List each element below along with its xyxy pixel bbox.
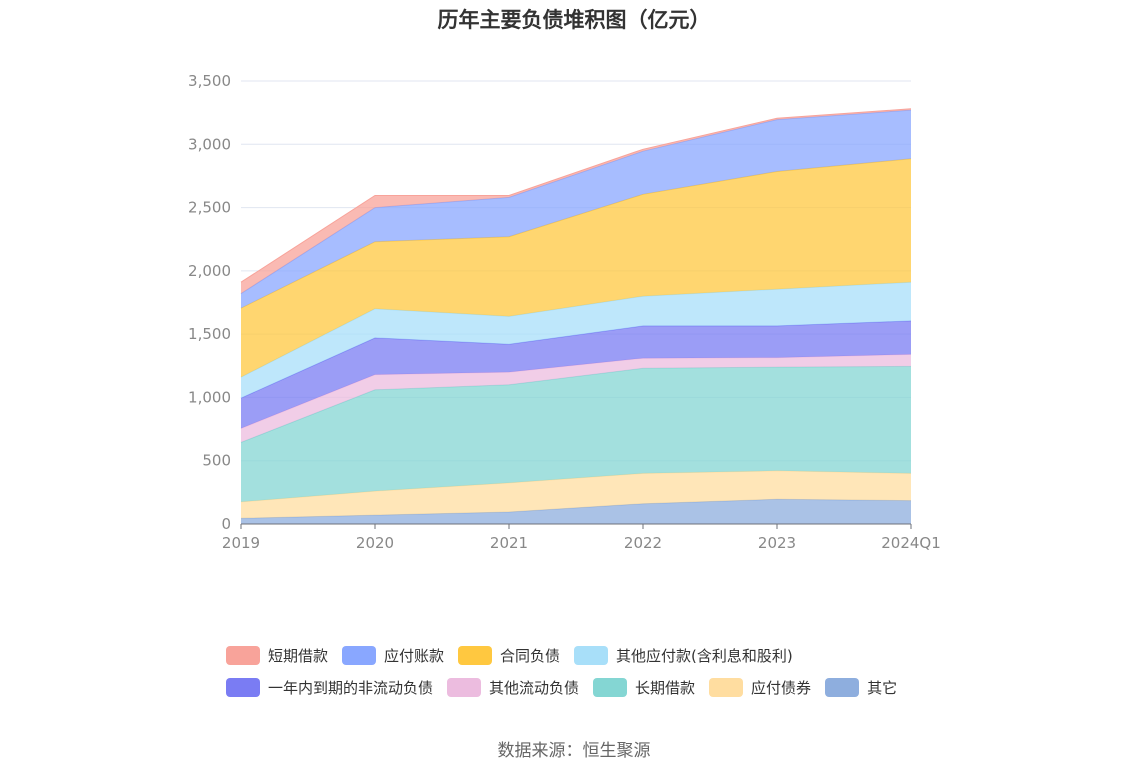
- legend-label: 合同负债: [500, 646, 561, 665]
- legend-item[interactable]: 长期借款: [593, 677, 695, 698]
- area-series-应付债券[interactable]: [241, 470, 911, 519]
- y-tick-label: 1,500: [188, 325, 231, 343]
- legend-item[interactable]: 应付债券: [709, 677, 811, 698]
- area-series-合同负债[interactable]: [241, 158, 911, 378]
- legend-swatch: [825, 677, 860, 697]
- x-tick-label: 2024Q1: [881, 534, 941, 552]
- legend-item[interactable]: 其他应付款(含利息和股利): [574, 645, 793, 666]
- area-series: [240, 108, 912, 524]
- x-tick-label: 2019: [222, 534, 260, 552]
- legend-swatch: [226, 645, 260, 665]
- legend-swatch: [709, 677, 744, 697]
- legend-swatch: [342, 645, 377, 665]
- y-tick-label: 1,000: [188, 388, 231, 406]
- legend-label: 长期借款: [635, 678, 696, 697]
- legend-row: 短期借款 应付账款 合同负债 其他应付款(含利息和股利): [226, 639, 986, 671]
- legend-label: 其他流动负债: [489, 678, 580, 697]
- y-tick-label: 0: [221, 515, 231, 533]
- data-source: 数据来源：恒生聚源: [497, 741, 651, 761]
- legend-label: 应付账款: [384, 646, 445, 665]
- legend-label: 应付债券: [751, 678, 812, 697]
- area-series-长期借款[interactable]: [241, 366, 911, 502]
- chart-title: 历年主要负债堆积图（亿元）: [437, 8, 711, 32]
- legend-item[interactable]: 短期借款: [226, 645, 328, 666]
- legend: 短期借款 应付账款 合同负债 其他应付款(含利息和股利) 一年内到期的非流动负债 其他流…: [226, 639, 986, 703]
- legend-label: 其他应付款(含利息和股利): [616, 646, 793, 665]
- legend-swatch: [593, 677, 628, 697]
- legend-swatch: [226, 677, 260, 697]
- legend-swatch: [447, 677, 482, 697]
- legend-item[interactable]: 其他流动负债: [447, 677, 579, 698]
- area-series-短期借款[interactable]: [241, 108, 911, 294]
- area-series-其他流动负债[interactable]: [241, 354, 911, 443]
- legend-swatch: [574, 645, 609, 665]
- y-tick-label: 2,000: [188, 262, 231, 280]
- area-series-一年内到期的非流动负债[interactable]: [241, 320, 911, 429]
- area-series-其它[interactable]: [241, 499, 911, 524]
- stacked-area-chart: 0 500 1,000 1,500 2,000 2,500 3,000 3,500 2019 20…: [188, 72, 941, 552]
- y-tick-label: 500: [202, 452, 231, 470]
- x-tick-label: 2021: [490, 534, 528, 552]
- legend-label: 一年内到期的非流动负债: [268, 678, 434, 697]
- x-tick-label: 2020: [356, 534, 394, 552]
- legend-row: 一年内到期的非流动负债 其他流动负债 长期借款 应付债券 其它: [226, 671, 986, 703]
- legend-item[interactable]: 合同负债: [458, 645, 560, 666]
- area-series-应付账款[interactable]: [241, 110, 911, 309]
- legend-item[interactable]: 一年内到期的非流动负债: [226, 677, 433, 698]
- legend-swatch: [458, 645, 493, 665]
- series-line-短期借款: [240, 108, 912, 283]
- legend-label: 短期借款: [268, 646, 329, 665]
- axes: 0 500 1,000 1,500 2,000 2,500 3,000 3,500 2019 20…: [188, 72, 941, 552]
- legend-item[interactable]: 应付账款: [342, 645, 444, 666]
- x-tick-label: 2023: [758, 534, 796, 552]
- y-tick-label: 2,500: [188, 199, 231, 217]
- legend-item[interactable]: 其它: [825, 677, 897, 698]
- y-tick-label: 3,500: [188, 72, 231, 90]
- legend-label: 其它: [867, 678, 898, 697]
- y-tick-label: 3,000: [188, 135, 231, 153]
- x-tick-label: 2022: [624, 534, 662, 552]
